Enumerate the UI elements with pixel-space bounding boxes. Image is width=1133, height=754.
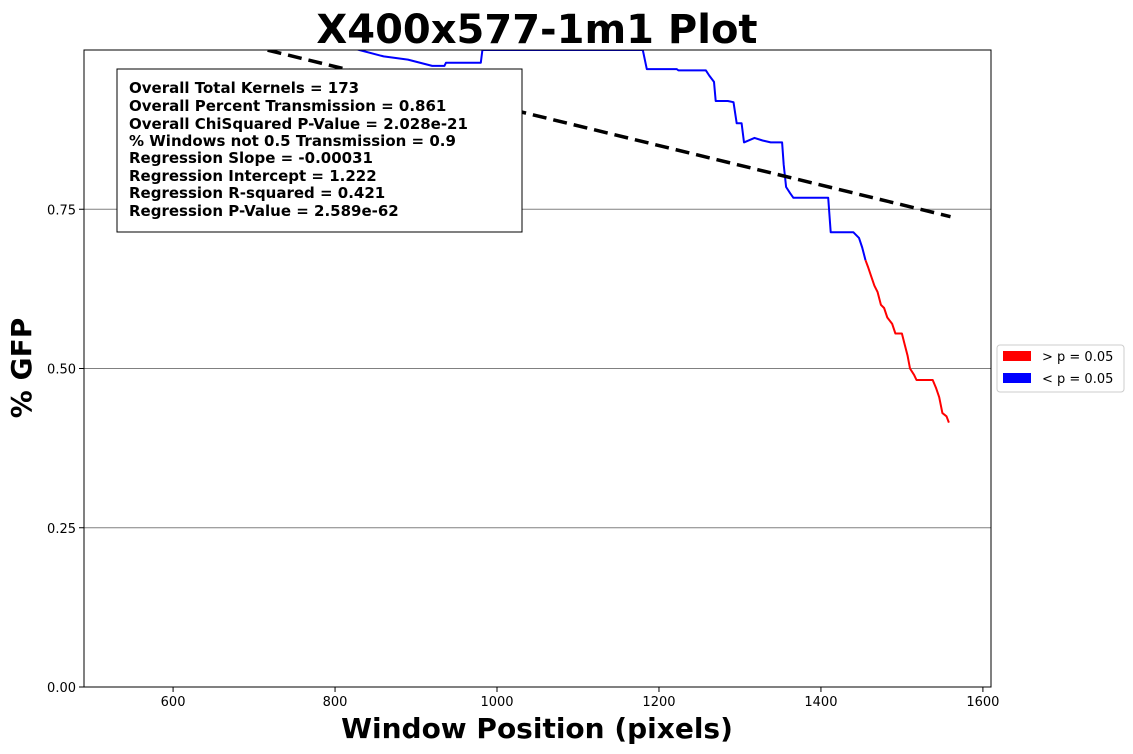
x-axis-label: Window Position (pixels) <box>341 712 733 745</box>
stats-line: Regression Intercept = 1.222 <box>129 167 377 185</box>
legend-label: < p = 0.05 <box>1042 372 1113 387</box>
y-tick-label: 0.00 <box>47 681 76 696</box>
x-tick-label: 1400 <box>804 695 837 710</box>
legend-swatch-blue <box>1003 373 1031 383</box>
legend: > p = 0.05 < p = 0.05 <box>996 344 1125 393</box>
stats-line: Overall Percent Transmission = 0.861 <box>129 97 446 115</box>
stats-line: Overall ChiSquared P-Value = 2.028e-21 <box>129 115 468 133</box>
stats-line: Regression P-Value = 2.589e-62 <box>129 202 399 220</box>
series-layer <box>355 50 950 423</box>
x-tick-label: 1200 <box>642 695 675 710</box>
series-line <box>864 259 950 423</box>
x-tick-label: 600 <box>161 695 186 710</box>
x-tick-label: 800 <box>323 695 348 710</box>
stats-box: Overall Total Kernels = 173 Overall Perc… <box>116 68 523 233</box>
grid-lines <box>84 208 991 529</box>
y-tick-label: 0.75 <box>47 203 76 218</box>
chart-title: X400x577-1m1 Plot <box>316 7 757 53</box>
axis-ticks: 600 800 1000 1200 1400 1600 0.00 0.25 0.50 0.75 <box>47 203 999 710</box>
stats-line: Regression R-squared = 0.421 <box>129 184 385 202</box>
series-line <box>355 50 867 261</box>
stats-line: Regression Slope = -0.00031 <box>129 149 373 167</box>
x-tick-label: 1600 <box>966 695 999 710</box>
y-tick-label: 0.25 <box>47 522 76 537</box>
stats-line: % Windows not 0.5 Transmission = 0.9 <box>129 132 456 150</box>
legend-label: > p = 0.05 <box>1042 350 1113 365</box>
stats-box-frame <box>116 68 523 233</box>
legend-swatch-red <box>1003 351 1031 361</box>
y-axis-label: % GFP <box>5 318 38 418</box>
stats-line: Overall Total Kernels = 173 <box>129 79 359 97</box>
y-tick-label: 0.50 <box>47 363 76 378</box>
x-tick-label: 1000 <box>480 695 513 710</box>
